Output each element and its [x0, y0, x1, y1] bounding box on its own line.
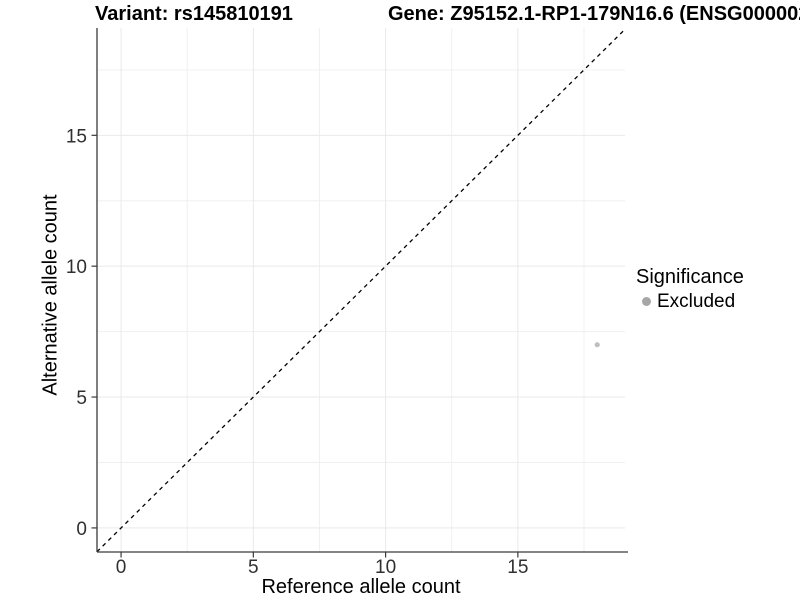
x-tick-label: 10	[375, 557, 396, 578]
x-tick-label: 0	[116, 557, 127, 578]
x-tick-label: 15	[507, 557, 528, 578]
y-tick-label: 5	[76, 388, 87, 409]
plot-title-gene: Gene: Z95152.1-RP1-179N16.6 (ENSG000002	[388, 3, 800, 25]
identity-line	[96, 28, 626, 553]
legend-title: Significance	[636, 266, 744, 288]
x-tick-label: 5	[248, 557, 259, 578]
data-point	[594, 342, 600, 348]
legend-item-excluded: Excluded	[636, 291, 744, 312]
legend-point-icon	[642, 297, 651, 306]
legend: Significance Excluded	[636, 265, 744, 312]
y-tick-label: 0	[76, 519, 87, 540]
y-tick-label: 15	[66, 126, 87, 147]
plot-title-variant: Variant: rs145810191	[95, 3, 293, 25]
legend-item-label: Excluded	[657, 291, 736, 312]
x-axis-title: Reference allele count	[261, 576, 461, 598]
y-tick-label: 10	[66, 257, 87, 278]
y-axis-title: Alternative allele count	[39, 194, 62, 396]
